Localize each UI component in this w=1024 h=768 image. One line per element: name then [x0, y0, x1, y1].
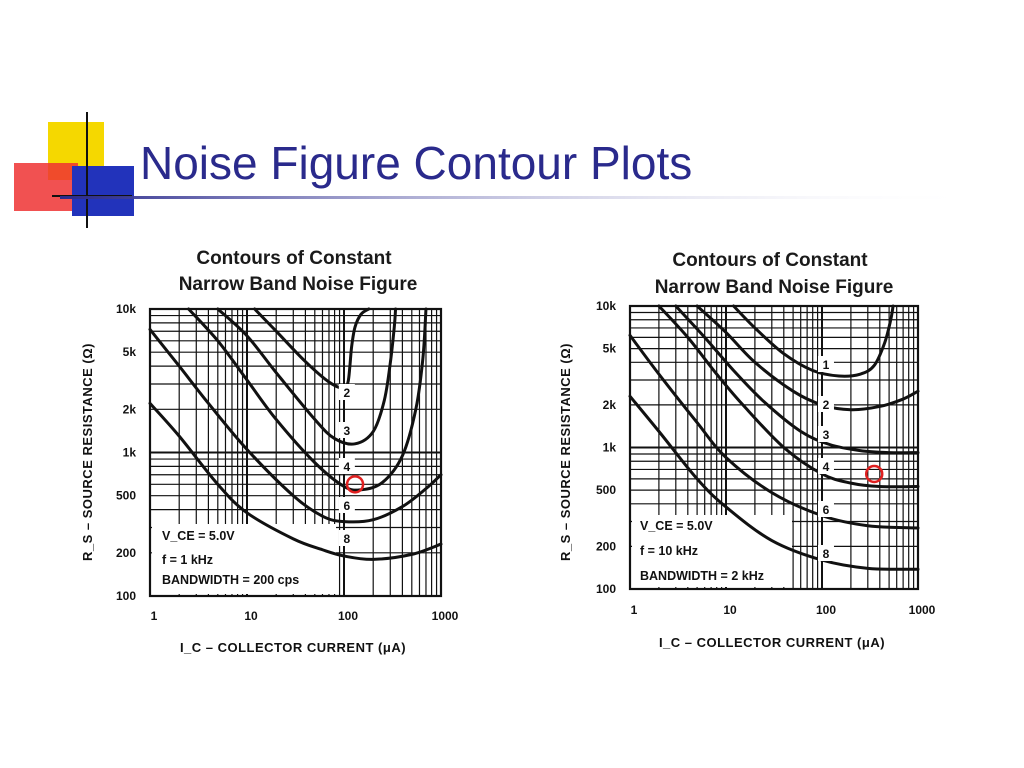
- conditions-annotation: V_CE = 5.0V f = 1 kHz BANDWIDTH = 200 cp…: [162, 529, 299, 587]
- annotation-line: V_CE = 5.0V: [640, 519, 713, 533]
- y-axis-label: R_S – SOURCE RESISTANCE (Ω): [558, 343, 573, 561]
- x-tick-label: 1: [631, 603, 638, 617]
- y-axis-label: R_S – SOURCE RESISTANCE (Ω): [80, 343, 95, 561]
- contour-label-3: 3: [823, 428, 830, 442]
- contour-label-background: [338, 497, 355, 513]
- contour-label-background: [338, 530, 355, 546]
- contour-label-6: 6: [344, 499, 351, 513]
- operating-point-marker: [345, 475, 365, 494]
- annotation-line: f = 10 kHz: [640, 544, 698, 558]
- y-tick-label: 10k: [116, 302, 136, 316]
- contour-line-nf-8: [628, 394, 920, 571]
- conditions-annotation: V_CE = 5.0V f = 10 kHz BANDWIDTH = 2 kHz: [640, 519, 764, 583]
- y-tick-label: 5k: [123, 345, 137, 359]
- annotation-line: BANDWIDTH = 2 kHz: [640, 569, 764, 583]
- contour-line-nf-2: [253, 307, 371, 390]
- contour-label-background: [817, 426, 834, 442]
- contour-label-background: [817, 458, 834, 474]
- contour-label-background: [817, 545, 834, 561]
- title-underline: [60, 196, 980, 199]
- contour-label-background: [817, 501, 834, 517]
- y-tick-label: 2k: [123, 402, 137, 416]
- y-tick-label: 200: [116, 546, 136, 560]
- y-tick-label: 200: [596, 539, 616, 553]
- contour-label-3: 3: [344, 424, 351, 438]
- plot-frame: [148, 307, 443, 598]
- x-tick-label: 1000: [909, 603, 936, 617]
- annotation-background: [632, 515, 792, 587]
- x-axis-label: I_C – COLLECTOR CURRENT (μA): [180, 640, 406, 655]
- contour-label-8: 8: [823, 547, 830, 561]
- contour-label-2: 2: [344, 386, 351, 400]
- x-tick-label: 1: [151, 609, 158, 623]
- contour-label-4: 4: [823, 460, 830, 474]
- plot-area: 2 3 4 6 8: [148, 307, 443, 598]
- contour-label-background: [817, 396, 834, 412]
- annotation-line: BANDWIDTH = 200 cps: [162, 573, 299, 587]
- decor-blue-square: [72, 166, 134, 216]
- contour-label-6: 6: [823, 503, 830, 517]
- contour-label-1: 1: [823, 358, 830, 372]
- contour-line-nf-3: [674, 304, 920, 455]
- y-tick-label: 10k: [596, 299, 616, 313]
- contour-label-background: [338, 422, 355, 438]
- contour-line-nf-4: [657, 304, 920, 489]
- y-tick-label: 500: [596, 483, 616, 497]
- contour-label-2: 2: [823, 398, 830, 412]
- contour-label-background: [817, 356, 834, 372]
- annotation-line: f = 1 kHz: [162, 553, 213, 567]
- contour-line-nf-6: [628, 333, 920, 530]
- contour-line-nf-1: [732, 304, 895, 378]
- y-tick-label: 100: [596, 582, 616, 596]
- noise-contour-chart-1khz: Contours of Constant Narrow Band Noise F…: [80, 248, 459, 655]
- y-tick-label: 1k: [123, 446, 137, 460]
- chart-title-line-2: Narrow Band Noise Figure: [179, 274, 418, 295]
- chart-title-line-2: Narrow Band Noise Figure: [655, 277, 894, 298]
- y-tick-label: 500: [116, 489, 136, 503]
- y-tick-label: 2k: [603, 398, 617, 412]
- slide-title: Noise Figure Contour Plots: [140, 137, 693, 189]
- contour-line-nf-6: [148, 327, 443, 524]
- noise-contour-chart-10khz: Contours of Constant Narrow Band Noise F…: [558, 250, 936, 650]
- annotation-line: V_CE = 5.0V: [162, 529, 235, 543]
- x-tick-label: 100: [338, 609, 358, 623]
- y-tick-label: 5k: [603, 342, 617, 356]
- plot-area: 1 2 3 4 6 8: [628, 304, 920, 591]
- contour-label-4: 4: [344, 460, 351, 474]
- contour-label-background: [338, 458, 355, 474]
- y-tick-label: 100: [116, 589, 136, 603]
- chart-title-line-1: Contours of Constant: [196, 248, 392, 269]
- x-tick-label: 10: [244, 609, 258, 623]
- x-axis-label: I_C – COLLECTOR CURRENT (μA): [659, 635, 885, 650]
- contour-line-nf-3: [216, 307, 398, 446]
- contour-line-nf-4: [187, 307, 428, 492]
- x-tick-label: 100: [816, 603, 836, 617]
- operating-point-marker: [864, 464, 884, 484]
- annotation-background: [152, 524, 336, 594]
- x-tick-label: 10: [723, 603, 737, 617]
- contour-label-background: [338, 384, 355, 400]
- contour-line-nf-8: [148, 401, 443, 561]
- decor-red-square: [14, 163, 78, 211]
- chart-title-line-1: Contours of Constant: [672, 250, 868, 271]
- contour-label-8: 8: [344, 532, 351, 546]
- y-tick-label: 1k: [603, 441, 617, 455]
- plot-frame: [628, 304, 920, 591]
- x-tick-label: 1000: [432, 609, 459, 623]
